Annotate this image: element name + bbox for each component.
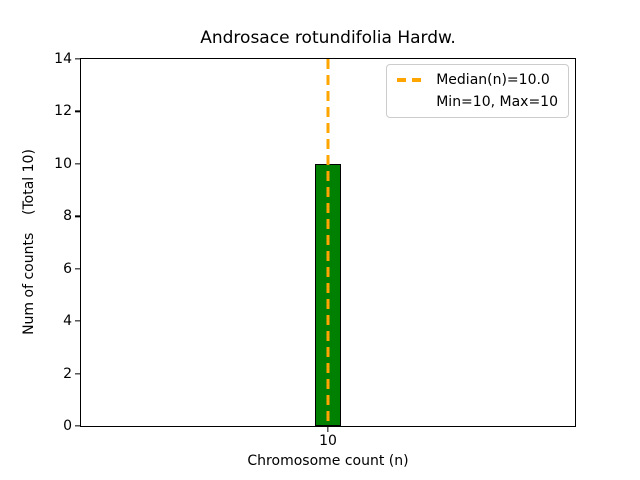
chart-title: Androsace rotundifolia Hardw. — [200, 28, 456, 48]
y-tick-label: 14 — [54, 51, 72, 67]
y-tick-label: 10 — [54, 155, 72, 172]
y-tick-mark — [75, 215, 80, 217]
median-line — [326, 59, 330, 426]
y-tick-label: 6 — [63, 260, 72, 277]
legend-label: Median(n)=10.0 — [436, 72, 550, 88]
y-tick-label: 4 — [63, 313, 72, 330]
y-tick-mark — [75, 58, 80, 60]
y-tick-mark — [75, 110, 80, 113]
y-tick-label: 8 — [63, 208, 72, 225]
legend: Median(n)=10.0 Min=10, Max=10 — [386, 64, 569, 118]
x-tick-mark — [327, 427, 329, 432]
legend-dashed-line-marker — [397, 78, 426, 82]
x-axis-label: Chromosome count (n) — [247, 453, 409, 469]
y-tick-label: 0 — [63, 418, 72, 434]
y-tick-mark — [75, 320, 80, 322]
x-tick-label: 10 — [319, 433, 337, 449]
y-axis-label: Num of counts (Total 10) — [21, 149, 37, 335]
y-tick-label: 2 — [63, 365, 72, 382]
y-tick-mark — [75, 163, 80, 165]
plot-area: Median(n)=10.0 Min=10, Max=10 0 2 4 6 8 10 12 14… — [54, 52, 576, 448]
y-tick-mark — [75, 425, 80, 427]
y-tick-label: 12 — [54, 103, 72, 120]
legend-no-marker — [397, 100, 425, 103]
legend-label: Min=10, Max=10 — [436, 94, 558, 110]
y-tick-mark — [75, 372, 80, 375]
legend-entry: Min=10, Max=10 — [397, 94, 558, 110]
legend-entry: Median(n)=10.0 — [397, 72, 558, 88]
y-tick-mark — [75, 268, 80, 270]
